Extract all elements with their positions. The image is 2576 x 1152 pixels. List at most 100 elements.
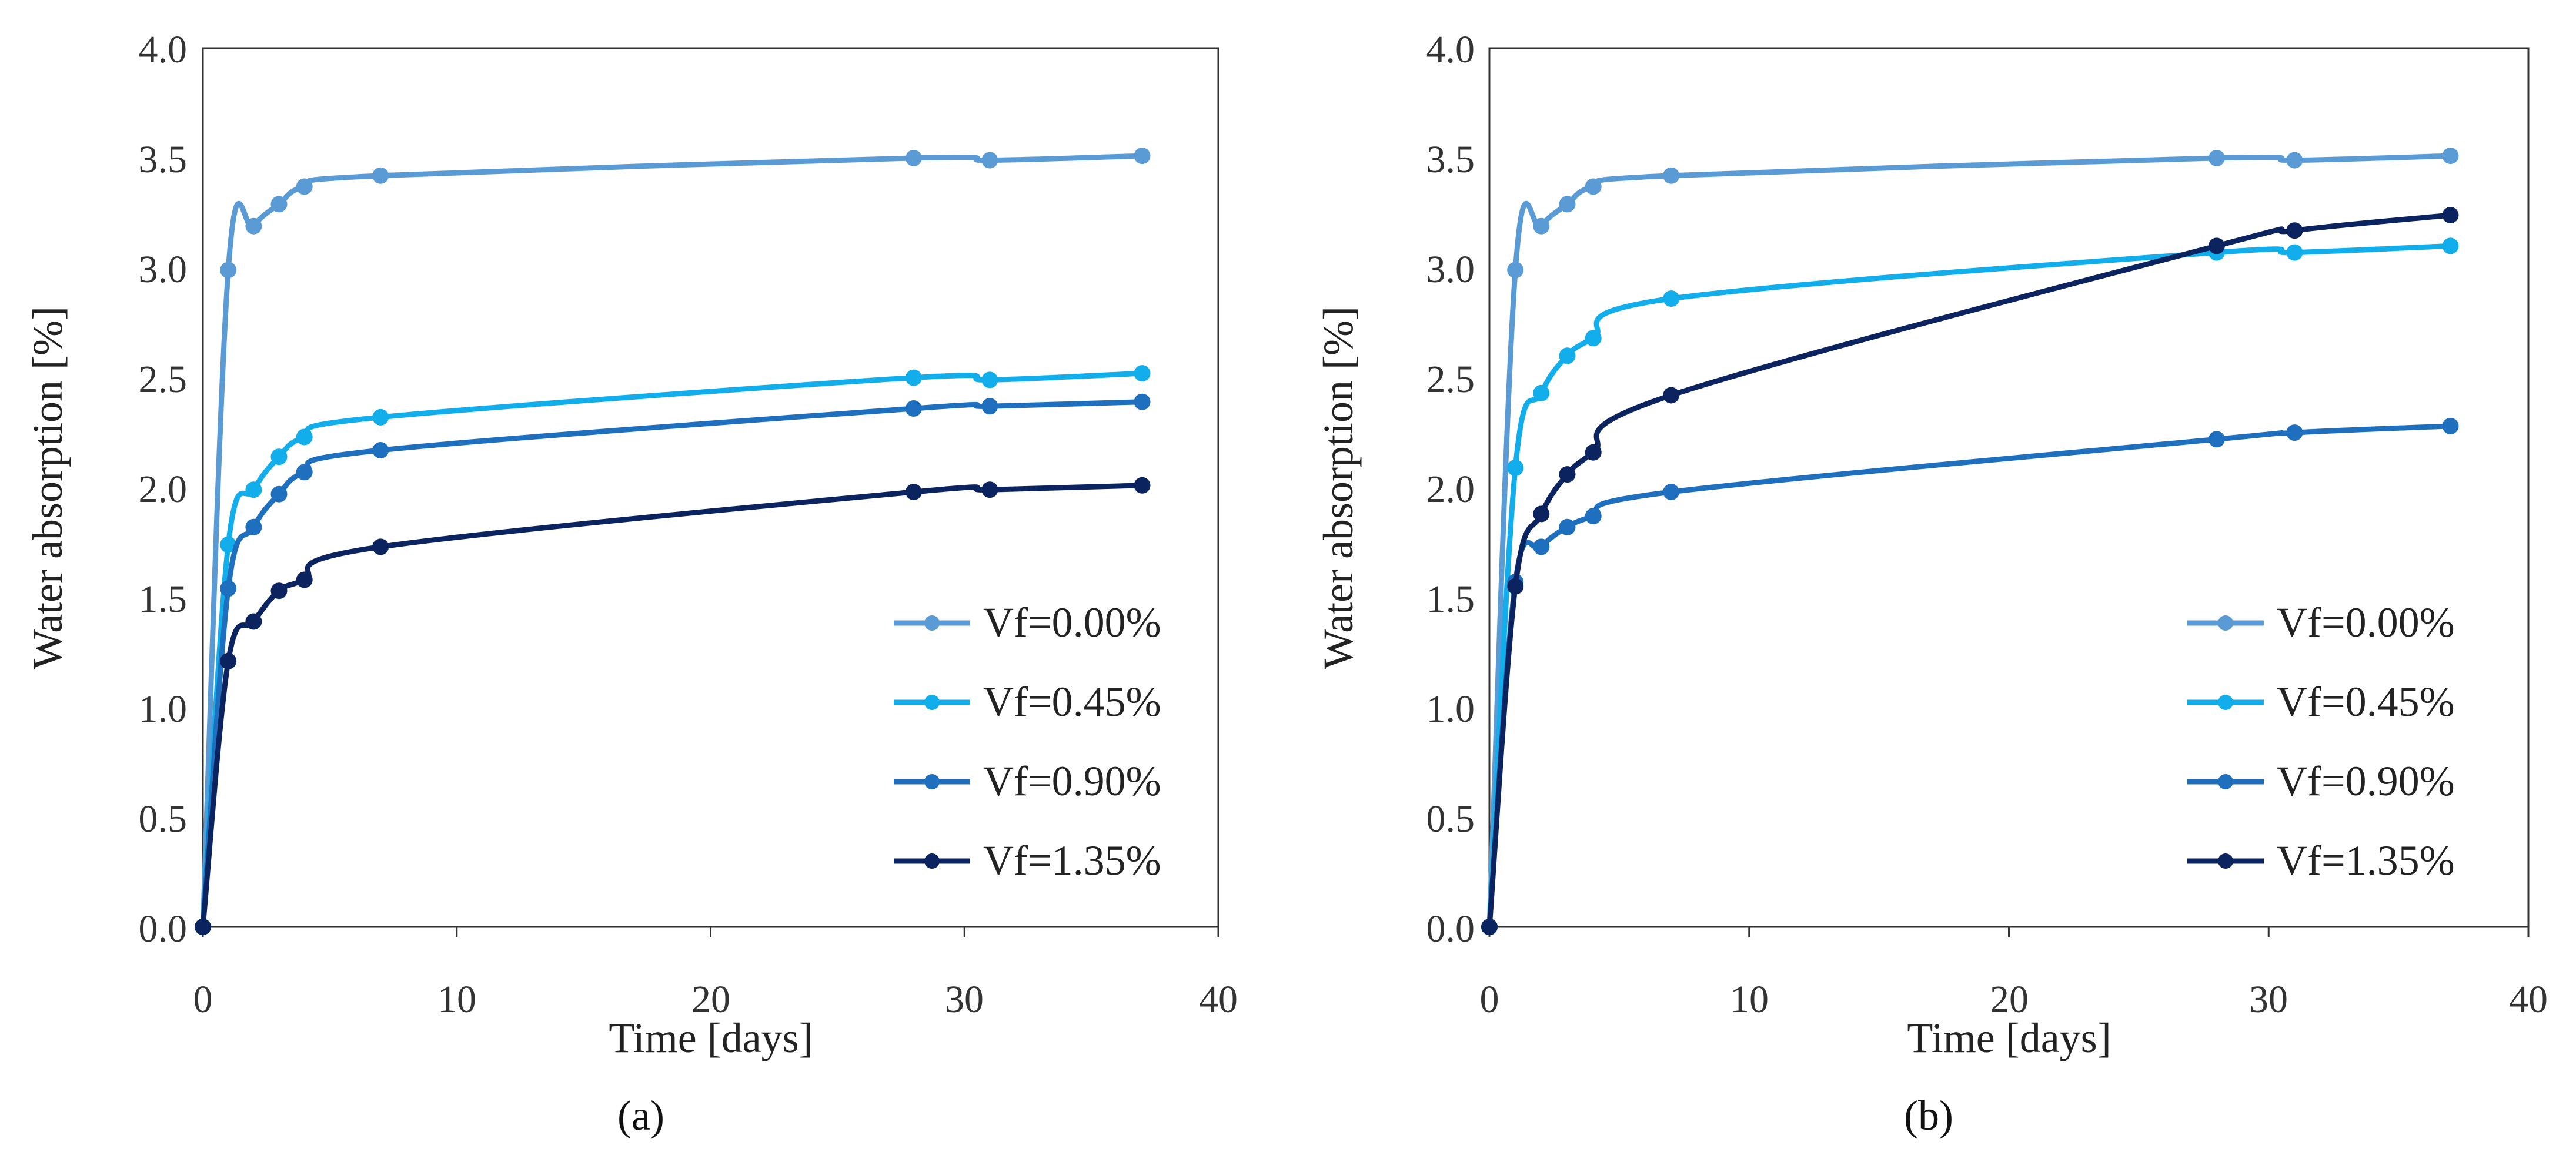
data-point <box>270 448 288 466</box>
legend-label: Vf=1.35% <box>2277 837 2455 884</box>
legend-marker <box>924 695 940 710</box>
legend-label: Vf=0.90% <box>2277 758 2455 805</box>
data-point <box>905 149 922 166</box>
data-point <box>2208 237 2225 254</box>
legend-marker <box>924 853 940 869</box>
data-point <box>1663 290 1680 307</box>
y-ticks-a: 0.0 0.5 1.0 1.5 2.0 2.5 3.0 3.5 4.0 <box>139 28 188 950</box>
data-point <box>2208 149 2225 166</box>
data-point <box>2286 152 2303 169</box>
y-tick-label: 2.0 <box>139 468 188 511</box>
data-point <box>1507 578 1524 595</box>
data-point <box>220 652 237 669</box>
data-point <box>1585 444 1602 461</box>
data-point <box>1533 384 1550 401</box>
data-point <box>1559 347 1576 364</box>
data-point <box>981 152 998 169</box>
y-ticks-b: 0.0 0.5 1.0 1.5 2.0 2.5 3.0 3.5 4.0 <box>1426 28 1475 950</box>
data-point <box>2286 244 2303 261</box>
data-point <box>905 369 922 386</box>
data-point <box>245 481 262 498</box>
panel-label-a: (a) <box>617 1092 664 1139</box>
data-point <box>1559 196 1576 213</box>
legend-label: Vf=0.00% <box>983 599 1161 646</box>
data-point <box>1585 178 1602 195</box>
y-tick-label: 0.0 <box>1426 907 1475 950</box>
data-point <box>1663 387 1680 404</box>
y-tick-label: 0.0 <box>139 907 188 950</box>
data-point <box>220 536 237 553</box>
data-point <box>2442 207 2459 223</box>
data-point <box>981 481 998 498</box>
data-point <box>2442 148 2459 165</box>
data-point <box>372 442 389 458</box>
legend-item: Vf=0.90% <box>894 758 1161 805</box>
legend-label: Vf=0.45% <box>2277 678 2455 725</box>
legend-item: Vf=0.45% <box>2187 678 2455 725</box>
data-point <box>1533 217 1550 235</box>
legend-marker <box>2218 615 2233 631</box>
x-axis-title-b: Time [days] <box>1907 1014 2111 1061</box>
y-tick-label: 3.0 <box>139 248 188 291</box>
legend-a: Vf=0.00% Vf=0.45% Vf=0.90% Vf=1.35% <box>894 599 1161 884</box>
series-line <box>1486 243 2451 927</box>
legend-label: Vf=0.00% <box>2277 599 2455 646</box>
legend-item: Vf=0.45% <box>894 678 1161 725</box>
y-tick-label: 4.0 <box>139 28 188 71</box>
legend-marker <box>924 615 940 631</box>
x-tick-label: 0 <box>1480 978 1499 1021</box>
y-tick-label: 2.0 <box>1426 468 1475 511</box>
data-point <box>2208 431 2225 448</box>
y-tick-label: 3.5 <box>1426 138 1475 181</box>
legend-marker <box>2218 774 2233 789</box>
legend-item: Vf=0.00% <box>894 599 1161 646</box>
data-point <box>245 518 262 535</box>
x-tick-label: 30 <box>2249 978 2288 1021</box>
data-point <box>372 408 389 426</box>
data-point <box>1507 459 1524 476</box>
legend-item: Vf=1.35% <box>2187 837 2455 884</box>
data-point <box>245 613 262 630</box>
legend-label: Vf=0.90% <box>983 758 1161 805</box>
y-axis-title-b: Water absorption [%] <box>1315 306 1362 669</box>
data-point <box>245 217 262 235</box>
data-point <box>1585 330 1602 347</box>
y-axis-title-a: Water absorption [%] <box>24 306 71 669</box>
data-point <box>270 196 288 213</box>
data-point <box>981 371 998 389</box>
data-point <box>270 485 288 503</box>
x-tick-label: 30 <box>945 978 984 1021</box>
series-group-a <box>195 148 1219 937</box>
y-tick-label: 3.5 <box>139 138 188 181</box>
y-tick-label: 2.5 <box>1426 358 1475 401</box>
panel-label-b: (b) <box>1904 1092 1953 1139</box>
x-tick-label: 0 <box>193 978 213 1021</box>
data-point <box>1663 484 1680 500</box>
data-point <box>1134 148 1151 165</box>
y-tick-label: 1.0 <box>1426 688 1475 731</box>
x-tick-label: 20 <box>1990 978 2029 1021</box>
data-point <box>296 428 313 446</box>
x-tick-label: 40 <box>1199 978 1238 1021</box>
legend-marker <box>924 774 940 789</box>
data-point <box>1134 393 1151 410</box>
x-tick-label: 10 <box>1730 978 1769 1021</box>
x-ticks-b: 0 10 20 30 40 <box>1480 978 2548 1021</box>
data-point <box>1585 508 1602 525</box>
legend-label: Vf=0.45% <box>983 678 1161 725</box>
legend-item: Vf=0.00% <box>2187 599 2455 646</box>
legend-item: Vf=1.35% <box>894 837 1161 884</box>
data-point <box>1533 505 1550 523</box>
y-tick-label: 1.5 <box>139 578 188 621</box>
data-point <box>1481 919 1498 935</box>
data-point <box>270 582 288 600</box>
y-tick-label: 3.0 <box>1426 248 1475 291</box>
legend-item: Vf=0.90% <box>2187 758 2455 805</box>
data-point <box>2442 417 2459 434</box>
data-point <box>296 464 313 481</box>
data-point <box>2286 424 2303 441</box>
series-line <box>200 483 1142 927</box>
data-point <box>1559 518 1576 535</box>
data-point <box>220 580 237 597</box>
x-ticks-a: 0 10 20 30 40 <box>193 978 1238 1021</box>
